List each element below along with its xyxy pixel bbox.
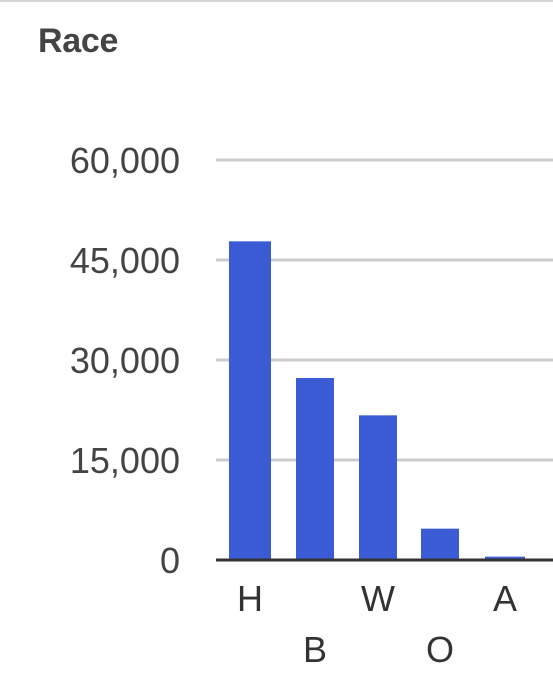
- bar-O: [421, 528, 459, 560]
- bar-H: [229, 241, 271, 561]
- x-tick-label-W: W: [361, 578, 395, 619]
- bars: [229, 241, 525, 561]
- x-tick-label-B: B: [303, 629, 327, 670]
- bar-B: [296, 378, 334, 560]
- chart-title: Race: [38, 22, 119, 60]
- y-tick-label: 60,000: [70, 140, 180, 181]
- y-tick-label: 15,000: [70, 440, 180, 481]
- top-divider: [0, 0, 553, 2]
- x-tick-label-H: H: [237, 578, 263, 619]
- y-tick-label: 0: [160, 540, 180, 581]
- bar-A: [485, 556, 525, 560]
- y-tick-label: 45,000: [70, 240, 180, 281]
- bar-W: [359, 415, 397, 560]
- x-tick-label-O: O: [426, 629, 454, 670]
- x-tick-label-A: A: [493, 578, 517, 619]
- y-tick-label: 30,000: [70, 340, 180, 381]
- y-axis-ticks: 0 15,000 30,000 45,000 60,000: [70, 140, 180, 581]
